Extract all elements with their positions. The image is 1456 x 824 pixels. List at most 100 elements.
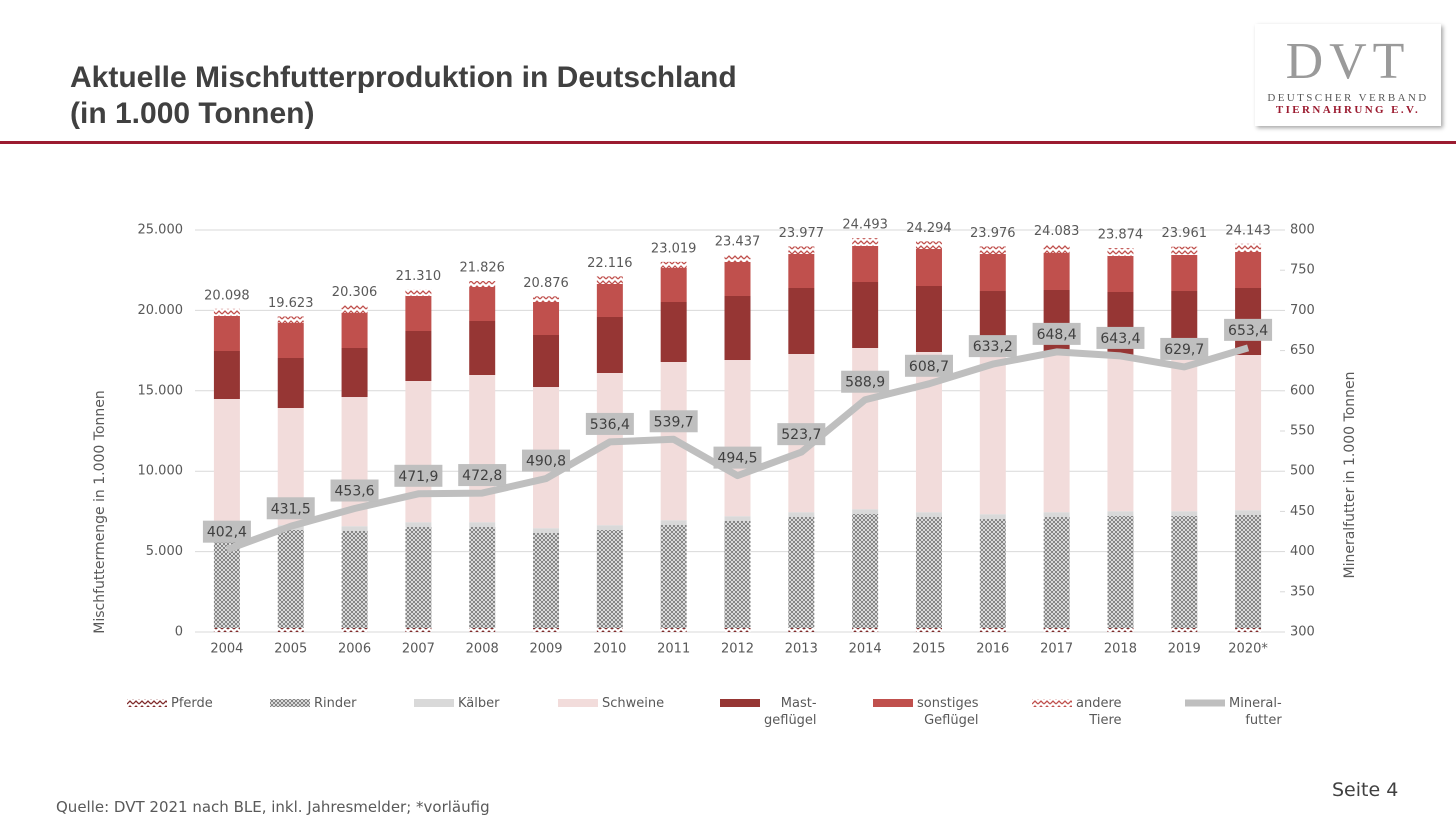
x-tick-label: 2004 [210,642,243,657]
bar-segment [1043,289,1070,356]
bar-segment [596,276,623,284]
value-label-box [1032,322,1081,345]
y-tick-label: 20.000 [138,303,184,318]
bar-segment [1107,515,1134,628]
bar-segment [596,627,623,632]
legend-rect [270,699,310,707]
bar-segment [341,305,368,314]
total-label: 24.083 [1034,224,1080,239]
bar-segment [724,295,751,361]
x-tick-label: 2013 [785,642,818,657]
bar-segment [1171,511,1198,516]
bar-segment [405,380,432,523]
value-label-box [330,479,379,502]
legend-item: Kälber [414,695,499,712]
y2-tick-label: 300 [1290,625,1315,640]
bar-segment [277,627,304,632]
total-label: 24.143 [1225,223,1271,238]
y2-tick-label: 800 [1290,223,1315,238]
y-tick-label: 15.000 [138,383,184,398]
bar-segment [277,357,304,409]
bar-segment [469,526,496,628]
bar-segment [469,287,496,321]
value-label-box [1160,337,1209,360]
y-tick-label: 5.000 [146,544,183,559]
legend-swatch [1185,699,1225,707]
bar-segment [213,627,240,632]
bar-segment [469,374,496,523]
legend-rect [1032,699,1072,707]
total-label: 21.826 [459,261,505,276]
x-tick-label: 2012 [721,642,754,657]
legend-label: Mineral- futter [1229,696,1282,728]
bar-segment [533,532,560,628]
bar-segment [596,316,623,373]
x-tick-label: 2016 [976,642,1009,657]
total-label: 23.976 [970,226,1016,241]
logo: DVT DEUTSCHER VERBAND TIERNAHRUNG E.V. [1255,24,1441,126]
bar-segment [915,249,942,287]
bar-segment [277,530,304,628]
bar-segment [724,627,751,632]
bar-segment [1107,356,1134,512]
value-label-box [266,497,315,520]
x-tick-label: 2018 [1104,642,1137,657]
bar-segment [213,351,240,400]
bar-segment [405,627,432,632]
y2-tick-label: 650 [1290,343,1315,358]
legend-item: Mast- geflügel [720,695,817,729]
bar-segment [405,295,432,331]
x-tick-label: 2015 [912,642,945,657]
bar-segment [915,512,942,517]
title: Aktuelle Mischfutterproduktion in Deutsc… [70,61,737,130]
total-label: 20.098 [204,288,250,303]
bar-segment [852,509,879,515]
total-label: 24.294 [906,221,952,236]
bar-segment [1043,355,1070,513]
value-label-box [202,520,251,543]
bar-segment [596,283,623,317]
bar-segment [1043,244,1070,253]
bar-segment [660,627,687,632]
mineral-line [225,344,1250,553]
bar-segment [788,246,815,255]
legend-label: Rinder [314,696,357,711]
value-label: 523,7 [781,427,821,443]
value-label: 633,2 [973,339,1013,355]
bar-segment [469,281,496,288]
bar-segment [405,330,432,381]
bar-segment [1171,515,1198,628]
value-label: 588,9 [845,375,885,391]
legend-label: sonstiges Geflügel [917,696,979,728]
bar-segment [724,255,751,262]
legend-item: Pferde [127,695,213,712]
x-tick-label: 2006 [338,642,371,657]
bar-segment [469,522,496,527]
value-label-box [585,412,634,435]
bar-segment [277,316,304,324]
bar-segment [660,267,687,303]
y2-tick-label: 450 [1290,504,1315,519]
total-label: 20.876 [523,276,569,291]
x-tick-label: 2008 [466,642,499,657]
bar-segment [405,522,432,527]
x-tick-label: 2020* [1228,642,1268,657]
legend-item: Mineral- futter [1185,695,1282,729]
x-tick-label: 2011 [657,642,690,657]
bar-segment [405,526,432,628]
legend-rect [873,699,913,707]
total-label: 23.874 [1098,228,1144,243]
y2-tick-label: 550 [1290,424,1315,439]
bar-segment [341,627,368,632]
value-label-box [1096,326,1145,349]
bar-segment [852,514,879,628]
bar-segment [1171,355,1198,512]
x-tick-label: 2010 [593,642,626,657]
value-label-box [394,464,443,487]
bar-segment [852,238,879,246]
bar-segment [915,627,942,632]
legend-rect [720,699,760,707]
bar-segment [213,399,240,524]
total-label: 21.310 [396,269,442,284]
